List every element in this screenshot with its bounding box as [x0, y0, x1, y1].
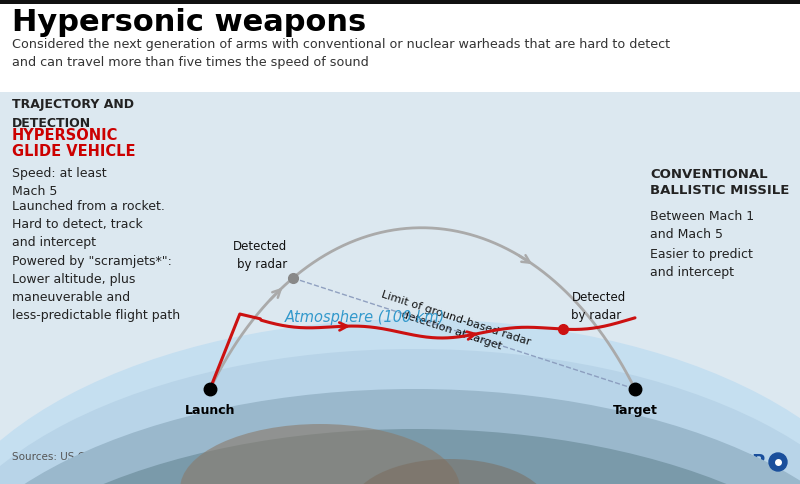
Text: GLIDE VEHICLE: GLIDE VEHICLE [12, 144, 135, 159]
Text: Atmosphere (100 km): Atmosphere (100 km) [285, 310, 445, 325]
Text: HYPERSONIC: HYPERSONIC [12, 128, 118, 143]
Circle shape [769, 453, 787, 471]
Ellipse shape [180, 424, 460, 484]
FancyBboxPatch shape [0, 93, 800, 442]
Text: Detected
by radar: Detected by radar [571, 290, 626, 321]
Ellipse shape [0, 389, 800, 484]
Text: Between Mach 1
and Mach 5: Between Mach 1 and Mach 5 [650, 210, 754, 241]
Ellipse shape [0, 349, 800, 484]
Text: Limit of ground-based radar
detection at target: Limit of ground-based radar detection at… [376, 289, 532, 359]
Ellipse shape [0, 319, 800, 484]
Text: Detected
by radar: Detected by radar [233, 240, 287, 271]
Text: Considered the next generation of arms with conventional or nuclear warheads tha: Considered the next generation of arms w… [12, 38, 670, 69]
Text: Sources: US Congressional Research Service, MDAACS, Stratfor, KCNA, FT: Sources: US Congressional Research Servi… [12, 451, 397, 461]
Text: TRAJECTORY AND
DETECTION: TRAJECTORY AND DETECTION [12, 98, 134, 130]
Text: Speed: at least
Mach 5: Speed: at least Mach 5 [12, 166, 106, 197]
FancyBboxPatch shape [0, 442, 800, 484]
Text: Launch: Launch [185, 403, 235, 416]
Text: *Supersonic combustion ramjets: *Supersonic combustion ramjets [435, 451, 606, 461]
Text: Easier to predict
and intercept: Easier to predict and intercept [650, 247, 753, 278]
Text: Hypersonic weapons: Hypersonic weapons [12, 8, 366, 37]
Text: CONVENTIONAL: CONVENTIONAL [650, 167, 768, 181]
Text: Target: Target [613, 403, 658, 416]
Text: BALLISTIC MISSILE: BALLISTIC MISSILE [650, 183, 790, 197]
Text: Launched from a rocket.
Hard to detect, track
and intercept: Launched from a rocket. Hard to detect, … [12, 199, 165, 248]
FancyBboxPatch shape [0, 0, 800, 5]
Text: AFP: AFP [726, 452, 766, 470]
Ellipse shape [350, 459, 550, 484]
FancyBboxPatch shape [0, 5, 800, 93]
Text: Powered by "scramjets*":
Lower altitude, plus
maneuverable and
less-predictable : Powered by "scramjets*": Lower altitude,… [12, 255, 180, 321]
Ellipse shape [0, 429, 800, 484]
